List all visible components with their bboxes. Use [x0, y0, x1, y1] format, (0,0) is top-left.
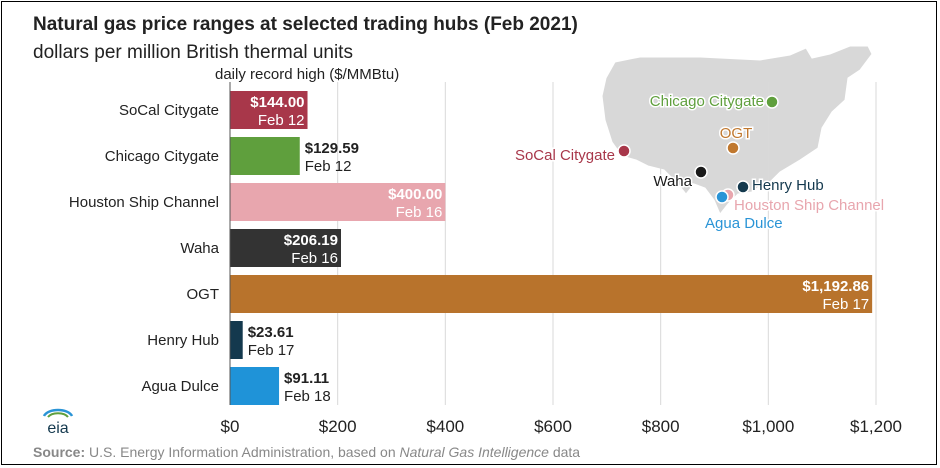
date-label-4: Feb 17	[822, 296, 869, 313]
source-text: U.S. Energy Information Administration, …	[85, 444, 400, 460]
x-tick-label-6: $1,200	[850, 417, 902, 436]
bar-3	[230, 229, 341, 267]
value-label-6: $91.11	[284, 370, 329, 387]
value-label-5: $23.61	[248, 324, 294, 341]
category-label-3: Waha	[180, 240, 219, 257]
map-label-6: Agua Dulce	[705, 215, 783, 232]
bar-1	[230, 137, 300, 175]
map-marker-4	[736, 180, 750, 194]
x-tick-label-1: $200	[319, 417, 357, 436]
source-note: Source: U.S. Energy Information Administ…	[33, 444, 580, 460]
bar-5	[230, 321, 243, 359]
date-label-2: Feb 16	[396, 204, 443, 221]
bar-4	[230, 275, 873, 313]
map-label-4: Henry Hub	[752, 177, 824, 194]
map-marker-6	[715, 190, 729, 204]
map-marker-1	[726, 141, 740, 155]
value-label-1: $129.59	[305, 140, 359, 157]
map-marker-0	[765, 95, 779, 109]
chart-title: Natural gas price ranges at selected tra…	[33, 14, 578, 35]
series-title: daily record high ($/MMBtu)	[215, 66, 400, 83]
x-tick-label-2: $400	[426, 417, 464, 436]
date-label-1: Feb 12	[305, 158, 352, 175]
chart-subtitle: dollars per million British thermal unit…	[33, 42, 353, 63]
source-end: data	[548, 444, 581, 460]
category-label-4: OGT	[187, 286, 220, 303]
value-label-4: $1,192.86	[802, 278, 869, 295]
source-italic: Natural Gas Intelligence	[399, 444, 549, 460]
category-label-1: Chicago Citygate	[105, 148, 219, 165]
map-label-1: OGT	[720, 125, 753, 142]
bar-0	[230, 91, 308, 129]
value-label-0: $144.00	[250, 94, 304, 111]
logo-text: eia	[47, 420, 68, 436]
value-label-3: $206.19	[284, 232, 338, 249]
us-map	[601, 45, 873, 215]
date-label-0: Feb 12	[258, 112, 305, 129]
map-label-3: Waha	[653, 173, 692, 190]
category-label-5: Henry Hub	[147, 332, 219, 349]
eia-logo-icon: eia	[42, 408, 74, 436]
category-label-6: Agua Dulce	[141, 378, 219, 395]
category-label-0: SoCal Citygate	[119, 102, 219, 119]
date-label-6: Feb 18	[284, 388, 331, 405]
x-tick-label-5: $1,000	[742, 417, 794, 436]
map-marker-3	[694, 165, 708, 179]
map-label-2: SoCal Citygate	[515, 147, 615, 164]
x-tick-label-4: $800	[642, 417, 680, 436]
map-marker-2	[617, 144, 631, 158]
category-label-2: Houston Ship Channel	[69, 194, 219, 211]
bar-6	[230, 367, 280, 405]
map-label-0: Chicago Citygate	[650, 93, 764, 110]
map-label-5: Houston Ship Channel	[734, 197, 884, 214]
x-tick-label-0: $0	[221, 417, 240, 436]
value-label-2: $400.00	[388, 186, 442, 203]
source-label: Source:	[33, 444, 86, 460]
date-label-3: Feb 16	[291, 250, 338, 267]
x-tick-label-3: $600	[534, 417, 572, 436]
date-label-5: Feb 17	[248, 342, 295, 359]
bar-2	[230, 183, 446, 221]
